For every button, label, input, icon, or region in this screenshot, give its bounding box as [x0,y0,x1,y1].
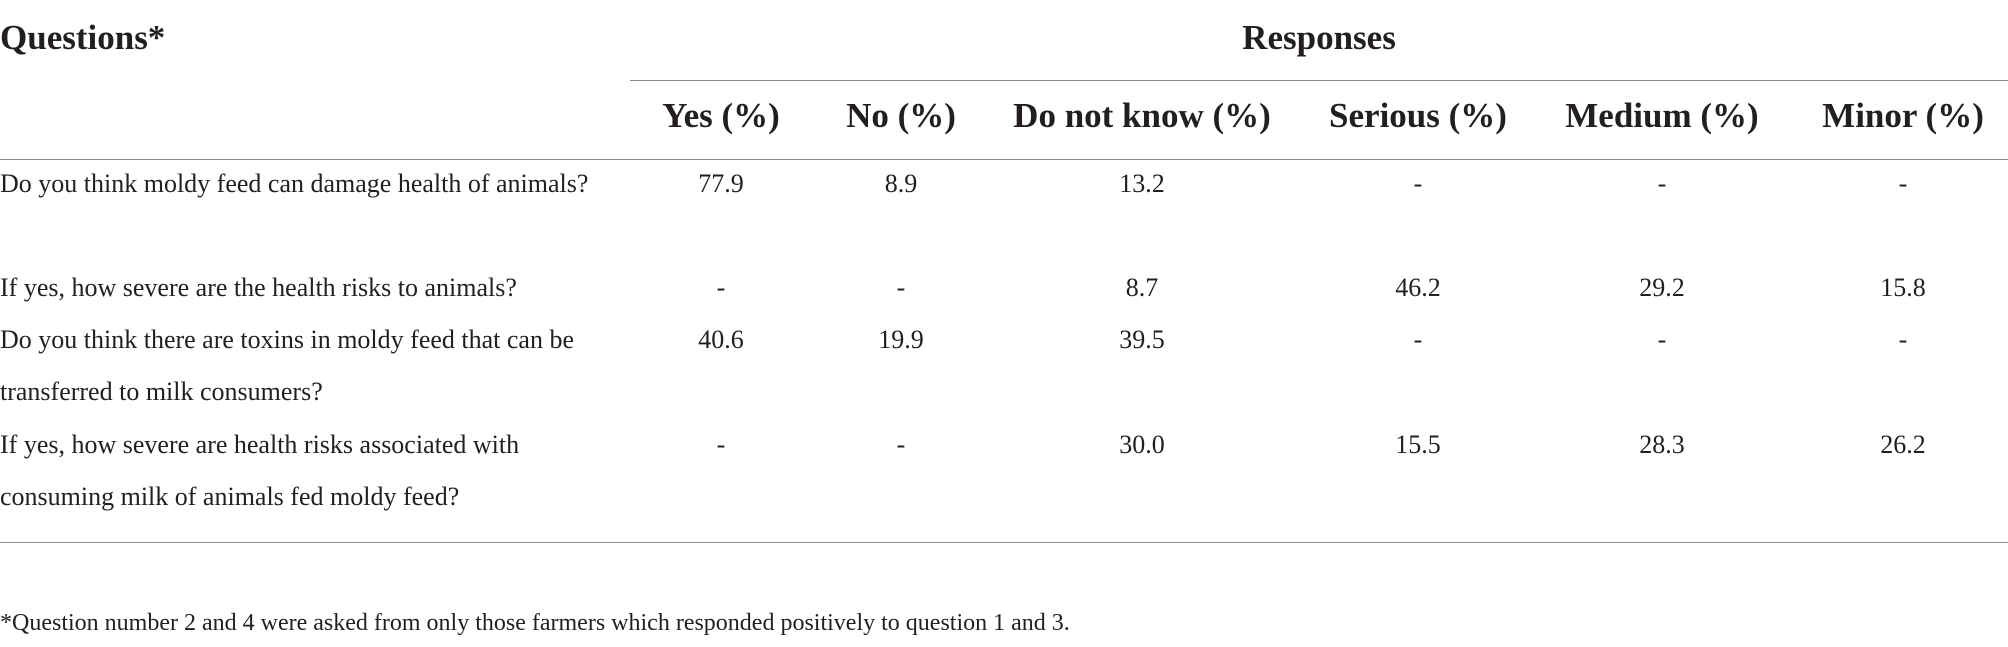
value-cell: - [1657,325,1667,354]
value-cell: - [896,273,906,302]
value-cell: 40.6 [698,325,744,354]
column-header-no: No (%) [846,96,956,135]
responses-header: Responses [1242,18,1396,57]
table-footnote: *Question number 2 and 4 were asked from… [0,610,1070,636]
value-cell: 26.2 [1880,430,1926,459]
value-cell: - [1413,169,1423,198]
value-cell: 19.9 [878,325,924,354]
question-cell: If yes, how severe are health risks asso… [0,430,520,511]
value-cell: 15.5 [1395,430,1441,459]
value-cell: 15.8 [1880,273,1926,302]
value-cell: 13.2 [1119,169,1165,198]
value-cell: 8.7 [1125,273,1159,302]
value-cell: 8.9 [884,169,918,198]
value-cell: - [1413,325,1423,354]
responses-rule [630,80,2008,81]
question-cell: Do you think moldy feed can damage healt… [0,169,589,198]
column-header-do-not-know: Do not know (%) [1013,96,1271,135]
header-rule [0,159,2008,160]
value-cell: - [716,430,726,459]
column-header-serious: Serious (%) [1329,96,1507,135]
value-cell: 28.3 [1639,430,1685,459]
question-cell: If yes, how severe are the health risks … [0,273,517,302]
value-cell: - [896,430,906,459]
table-bottom-rule [0,542,2008,543]
question-cell: Do you think there are toxins in moldy f… [0,325,575,406]
column-header-medium: Medium (%) [1565,96,1759,135]
value-cell: 46.2 [1395,273,1441,302]
value-cell: 29.2 [1639,273,1685,302]
value-cell: 30.0 [1119,430,1165,459]
value-cell: 39.5 [1119,325,1165,354]
value-cell: - [1898,169,1908,198]
value-cell: - [1657,169,1667,198]
column-header-minor: Minor (%) [1822,96,1984,135]
questions-header: Questions* [0,18,166,57]
value-cell: 77.9 [698,169,744,198]
column-header-yes: Yes (%) [662,96,780,135]
value-cell: - [1898,325,1908,354]
value-cell: - [716,273,726,302]
